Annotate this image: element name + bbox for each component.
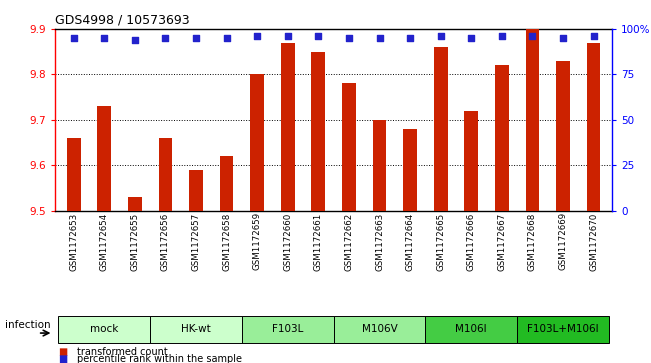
Point (283, 33, 293, 39)
Point (160, 35, 171, 41)
Point (527, 33, 538, 39)
Bar (98, 106, 111, 211)
Text: GSM1172653: GSM1172653 (69, 212, 78, 270)
Bar (556, 61, 570, 211)
Text: GSM1172667: GSM1172667 (497, 212, 506, 270)
Text: GSM1172663: GSM1172663 (375, 212, 384, 270)
Text: F103L+M106I: F103L+M106I (527, 325, 599, 334)
Bar (495, 65, 508, 211)
Point (344, 35, 354, 41)
Text: GSM1172658: GSM1172658 (222, 212, 231, 270)
Text: M106V: M106V (362, 325, 397, 334)
Point (252, 33, 262, 39)
Text: M106I: M106I (456, 325, 487, 334)
Bar (250, 74, 264, 211)
Text: GSM1172660: GSM1172660 (283, 212, 292, 270)
Point (589, 33, 599, 39)
Bar (67, 138, 81, 211)
Text: mock: mock (90, 325, 118, 334)
Bar (159, 138, 173, 211)
Bar (281, 43, 295, 211)
Text: GSM1172669: GSM1172669 (559, 212, 568, 270)
Point (130, 37, 140, 43)
Text: GSM1172654: GSM1172654 (100, 212, 109, 270)
Text: GSM1172657: GSM1172657 (191, 212, 201, 270)
Point (497, 33, 507, 39)
Point (558, 35, 568, 41)
Text: GSM1172670: GSM1172670 (589, 212, 598, 270)
Text: ■: ■ (59, 347, 68, 357)
Text: GSM1172659: GSM1172659 (253, 212, 262, 270)
Point (99, 35, 109, 41)
Point (405, 35, 415, 41)
Bar (311, 52, 326, 211)
Text: infection: infection (5, 320, 51, 330)
Point (221, 35, 232, 41)
Point (191, 35, 201, 41)
Text: GSM1172665: GSM1172665 (436, 212, 445, 270)
Bar (128, 197, 142, 211)
Bar (342, 83, 356, 211)
Point (436, 33, 446, 39)
Point (313, 33, 324, 39)
Bar (189, 170, 203, 211)
Text: GSM1172661: GSM1172661 (314, 212, 323, 270)
Bar (372, 120, 387, 211)
Bar (464, 111, 478, 211)
Text: percentile rank within the sample: percentile rank within the sample (77, 354, 242, 363)
Bar (587, 43, 600, 211)
Bar (220, 156, 234, 211)
Text: GSM1172666: GSM1172666 (467, 212, 476, 270)
Text: GSM1172662: GSM1172662 (344, 212, 353, 270)
Bar (434, 47, 447, 211)
Text: GSM1172664: GSM1172664 (406, 212, 415, 270)
Text: transformed count: transformed count (77, 347, 167, 357)
Point (68, 35, 79, 41)
Text: GSM1172668: GSM1172668 (528, 212, 537, 270)
Text: F103L: F103L (272, 325, 303, 334)
Bar (525, 29, 539, 211)
Point (374, 35, 385, 41)
Point (466, 35, 477, 41)
Text: GSM1172655: GSM1172655 (130, 212, 139, 270)
Text: HK-wt: HK-wt (181, 325, 211, 334)
Text: GSM1172656: GSM1172656 (161, 212, 170, 270)
Text: GDS4998 / 10573693: GDS4998 / 10573693 (55, 13, 190, 26)
Bar (403, 129, 417, 211)
Text: ■: ■ (59, 354, 68, 363)
